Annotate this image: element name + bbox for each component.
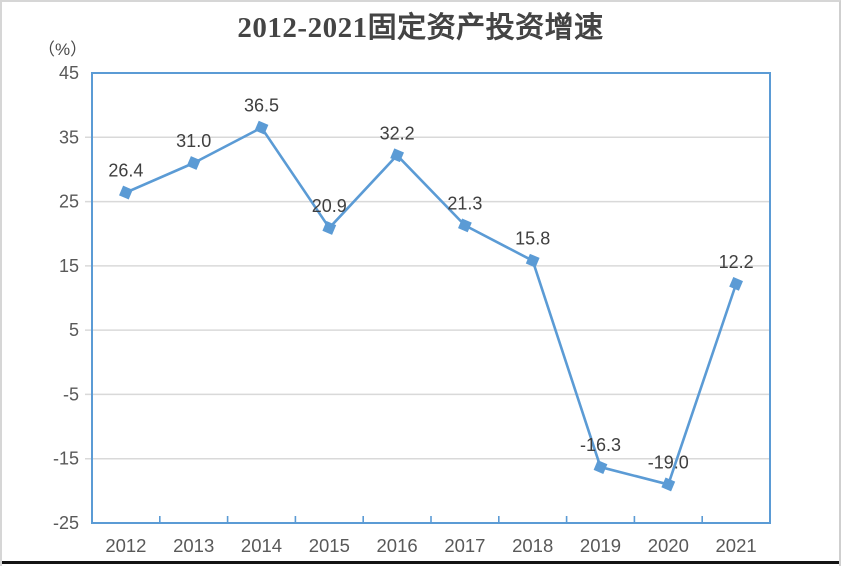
data-point-marker: [186, 156, 201, 170]
x-axis-category-label: 2018: [512, 535, 553, 556]
x-axis-category-label: 2019: [580, 535, 621, 556]
y-axis-tick-label: 45: [59, 63, 79, 83]
chart-title: 2012-2021固定资产投资增速: [237, 12, 604, 44]
data-label: 20.9: [312, 196, 347, 216]
y-axis-unit-label: （%）: [38, 40, 88, 59]
document-bottom-border: [2, 561, 839, 564]
data-point-marker: [390, 148, 404, 163]
data-point-marker: [119, 185, 133, 200]
x-axis-category-label: 2016: [377, 535, 418, 556]
y-axis-tick-label: 5: [69, 320, 79, 340]
data-label: -16.3: [580, 435, 621, 455]
data-label: 26.4: [108, 161, 143, 181]
data-point-marker: [593, 460, 608, 474]
y-axis-tick-label: -15: [53, 449, 79, 469]
data-point-marker: [458, 218, 472, 233]
x-axis-category-label: 2020: [648, 535, 689, 556]
data-label: 12.2: [719, 252, 754, 272]
data-label: 21.3: [447, 193, 482, 213]
trend-line: [124, 126, 738, 486]
y-axis-tick-label: 25: [59, 192, 79, 212]
x-axis-category-label: 2017: [444, 535, 485, 556]
data-point-marker: [661, 477, 676, 492]
x-axis-category-label: 2013: [173, 535, 214, 556]
x-axis-category-label: 2012: [105, 535, 146, 556]
y-axis-tick-label: 35: [59, 127, 79, 147]
data-label: 31.0: [176, 131, 211, 151]
x-axis-category-label: 2014: [241, 535, 282, 556]
data-label: 15.8: [515, 229, 550, 249]
data-label: 36.5: [244, 96, 279, 116]
x-axis-category-label: 2015: [309, 535, 350, 556]
y-axis-tick-label: 15: [59, 256, 79, 276]
data-point-marker: [525, 253, 540, 268]
data-point-marker: [322, 221, 337, 235]
data-label: -19.0: [648, 452, 689, 472]
data-point-marker: [254, 120, 269, 135]
x-axis-category-label: 2021: [716, 535, 757, 556]
y-axis-tick-label: -25: [53, 513, 79, 533]
y-axis-tick-label: -5: [63, 384, 79, 404]
data-point-marker: [729, 276, 743, 291]
data-label: 32.2: [380, 123, 415, 143]
